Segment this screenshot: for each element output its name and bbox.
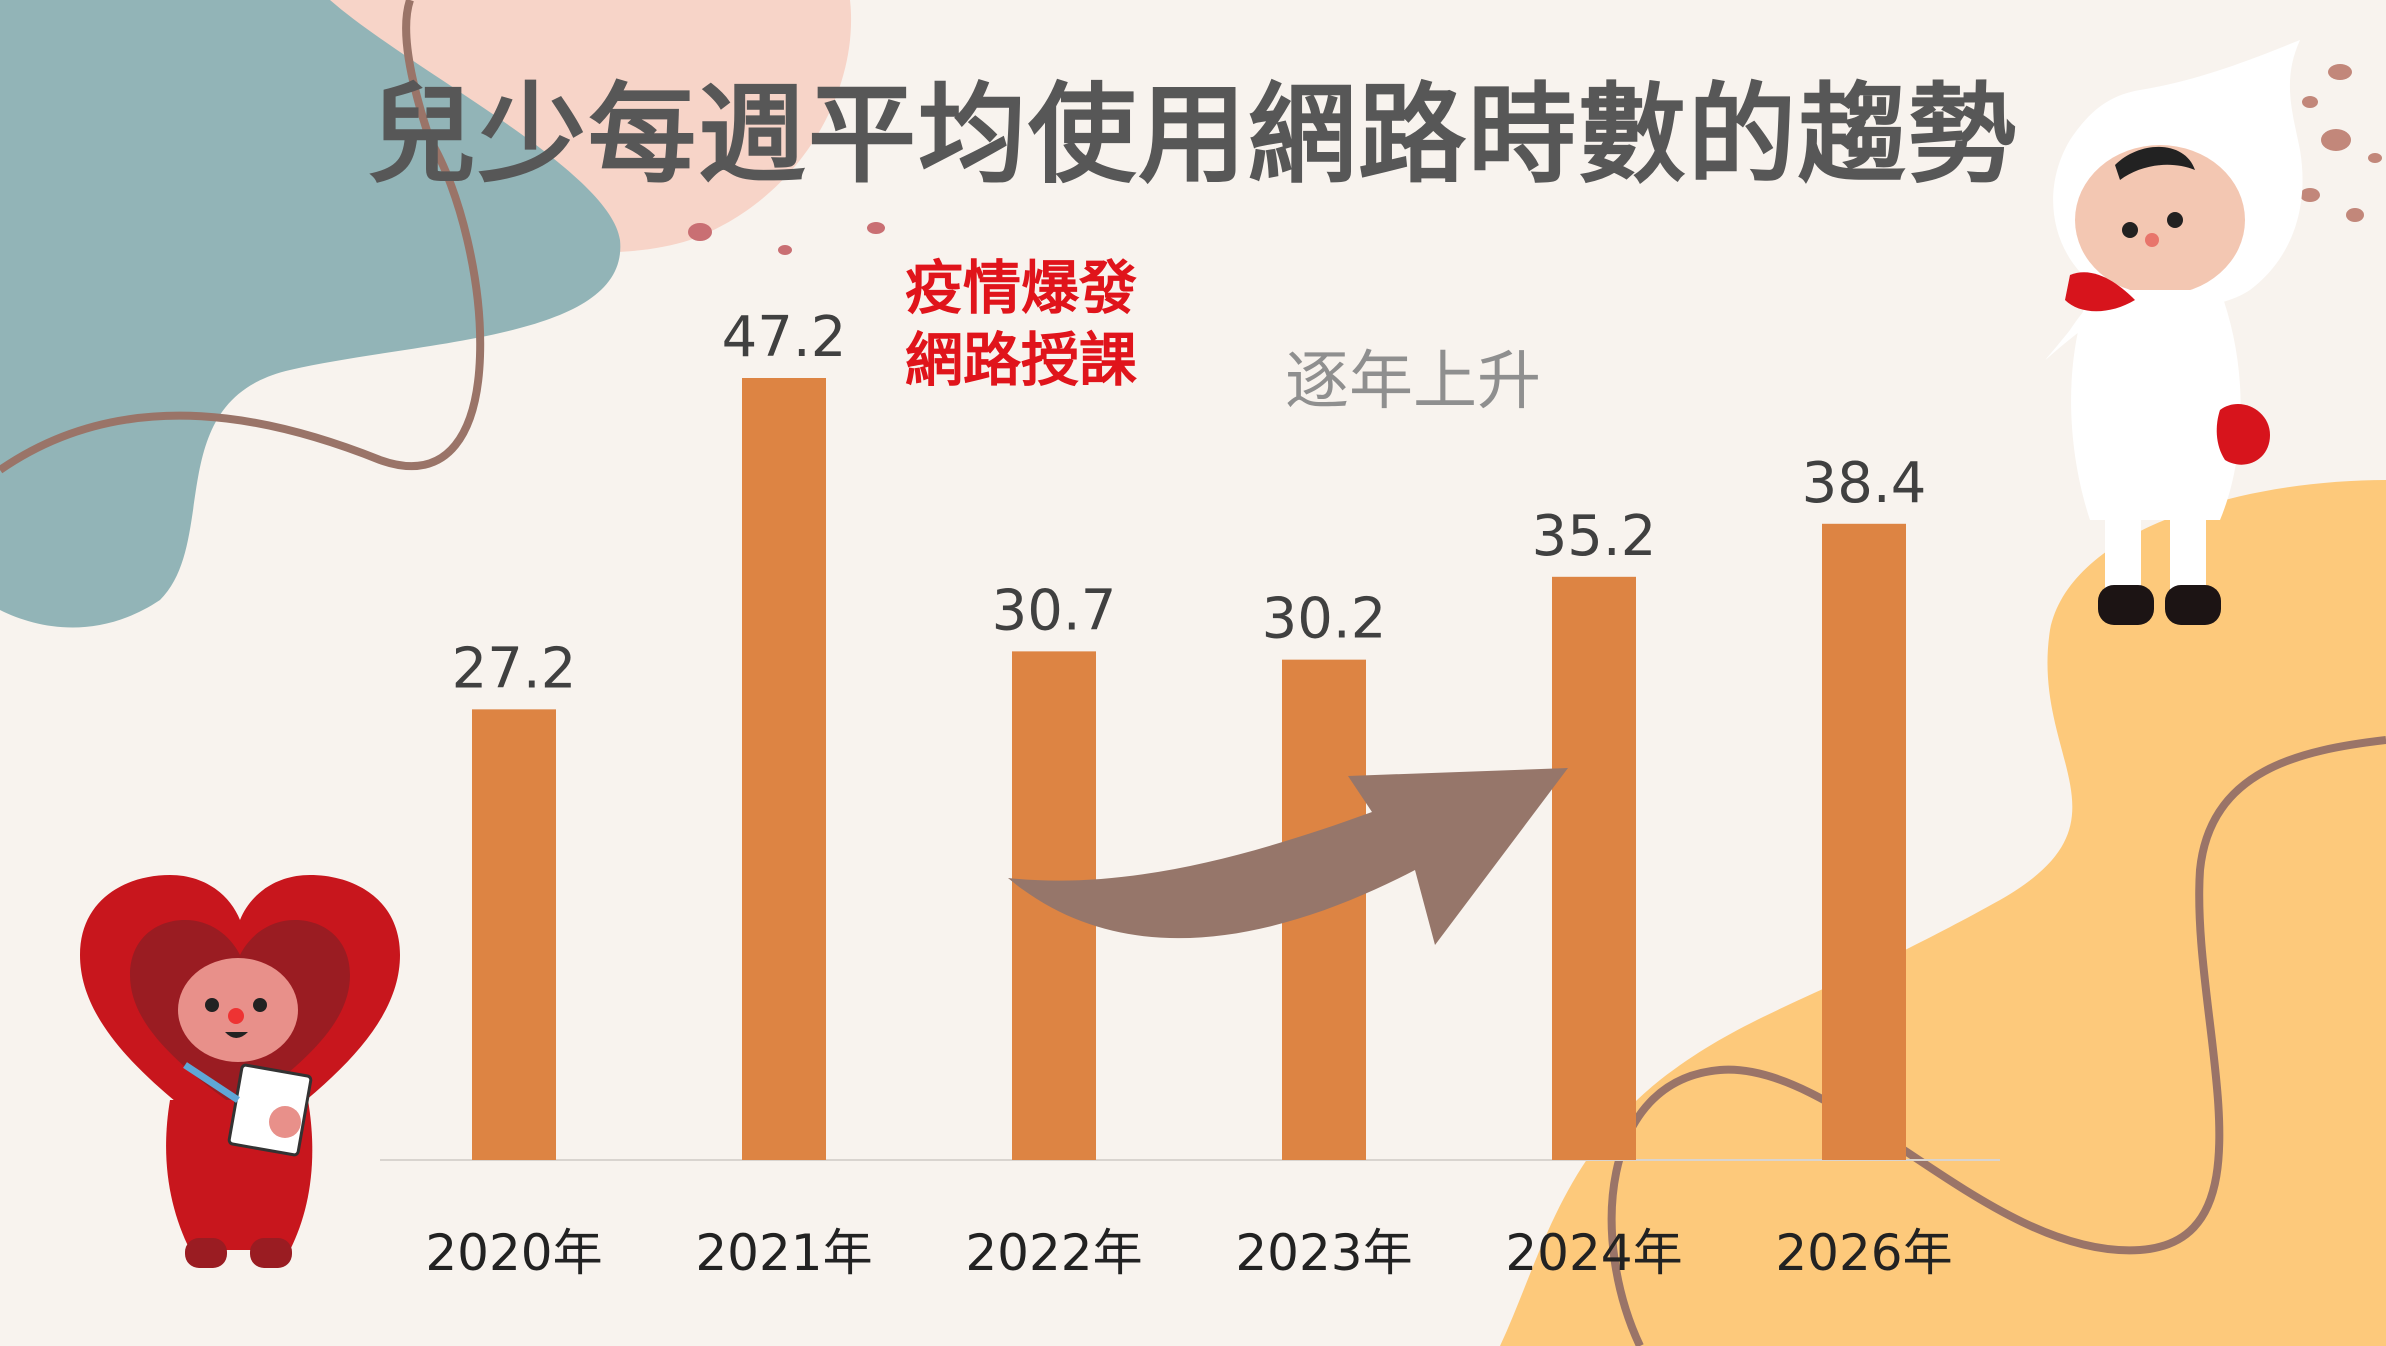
pandemic-annotation: 疫情爆發 網路授課 [905,252,1137,396]
eye [253,998,267,1012]
brown-curve-right [1607,736,2386,1346]
bar [1822,523,1906,1160]
white-mascot [2045,40,2303,625]
confetti [688,223,712,241]
boot [2165,585,2221,625]
heart-mascot [80,875,400,1268]
x-tick-label: 2022年 [965,1224,1142,1282]
mascot-body [2071,290,2241,520]
confetti [867,222,885,234]
yellow-blob [1500,480,2386,1346]
x-tick-label: 2021年 [695,1224,872,1282]
eye [2122,222,2138,238]
nose [228,1008,244,1024]
data-label: 35.2 [1532,504,1657,569]
bar [742,378,826,1160]
eye [2167,212,2183,228]
foot [250,1238,292,1268]
notepad-icon [227,1063,313,1157]
red-mitten [2216,404,2270,465]
x-tick-label: 2023年 [1235,1224,1412,1282]
brown-curve-left [0,0,485,474]
confetti [2328,64,2352,80]
eye [205,998,219,1012]
bar [1552,576,1636,1160]
trend-annotation: 逐年上升 [1285,345,1541,419]
arrow-icon [1008,768,1568,945]
confetti [2368,153,2382,163]
teal-blob [0,0,621,628]
foot [185,1238,227,1268]
confetti [778,245,792,255]
data-label: 38.4 [1802,451,1927,516]
nose [2145,233,2159,247]
data-label: 47.2 [722,305,847,370]
pencil-icon [183,1062,240,1103]
boot [2098,585,2154,625]
mascot-face [2075,145,2245,295]
mouth [225,1032,248,1038]
bar [472,709,556,1160]
page-title: 兒少每週平均使用網路時數的趨勢 [367,73,2018,198]
data-label: 30.7 [992,578,1117,643]
red-mitten [2065,272,2135,312]
confetti [2321,129,2351,151]
data-label: 27.2 [452,636,577,701]
mascot-hair [2115,146,2195,180]
confetti [2302,96,2318,108]
data-label: 30.2 [1262,587,1387,652]
hand [269,1106,301,1138]
x-tick-label: 2024年 [1505,1224,1682,1282]
x-tick-label: 2020年 [425,1224,602,1282]
x-tick-label: 2026年 [1775,1224,1952,1282]
pandemic-annotation-line1: 疫情爆發 [905,254,1138,322]
confetti [2300,188,2320,202]
pandemic-annotation-line2: 網路授課 [905,326,1138,394]
confetti [2346,208,2364,222]
